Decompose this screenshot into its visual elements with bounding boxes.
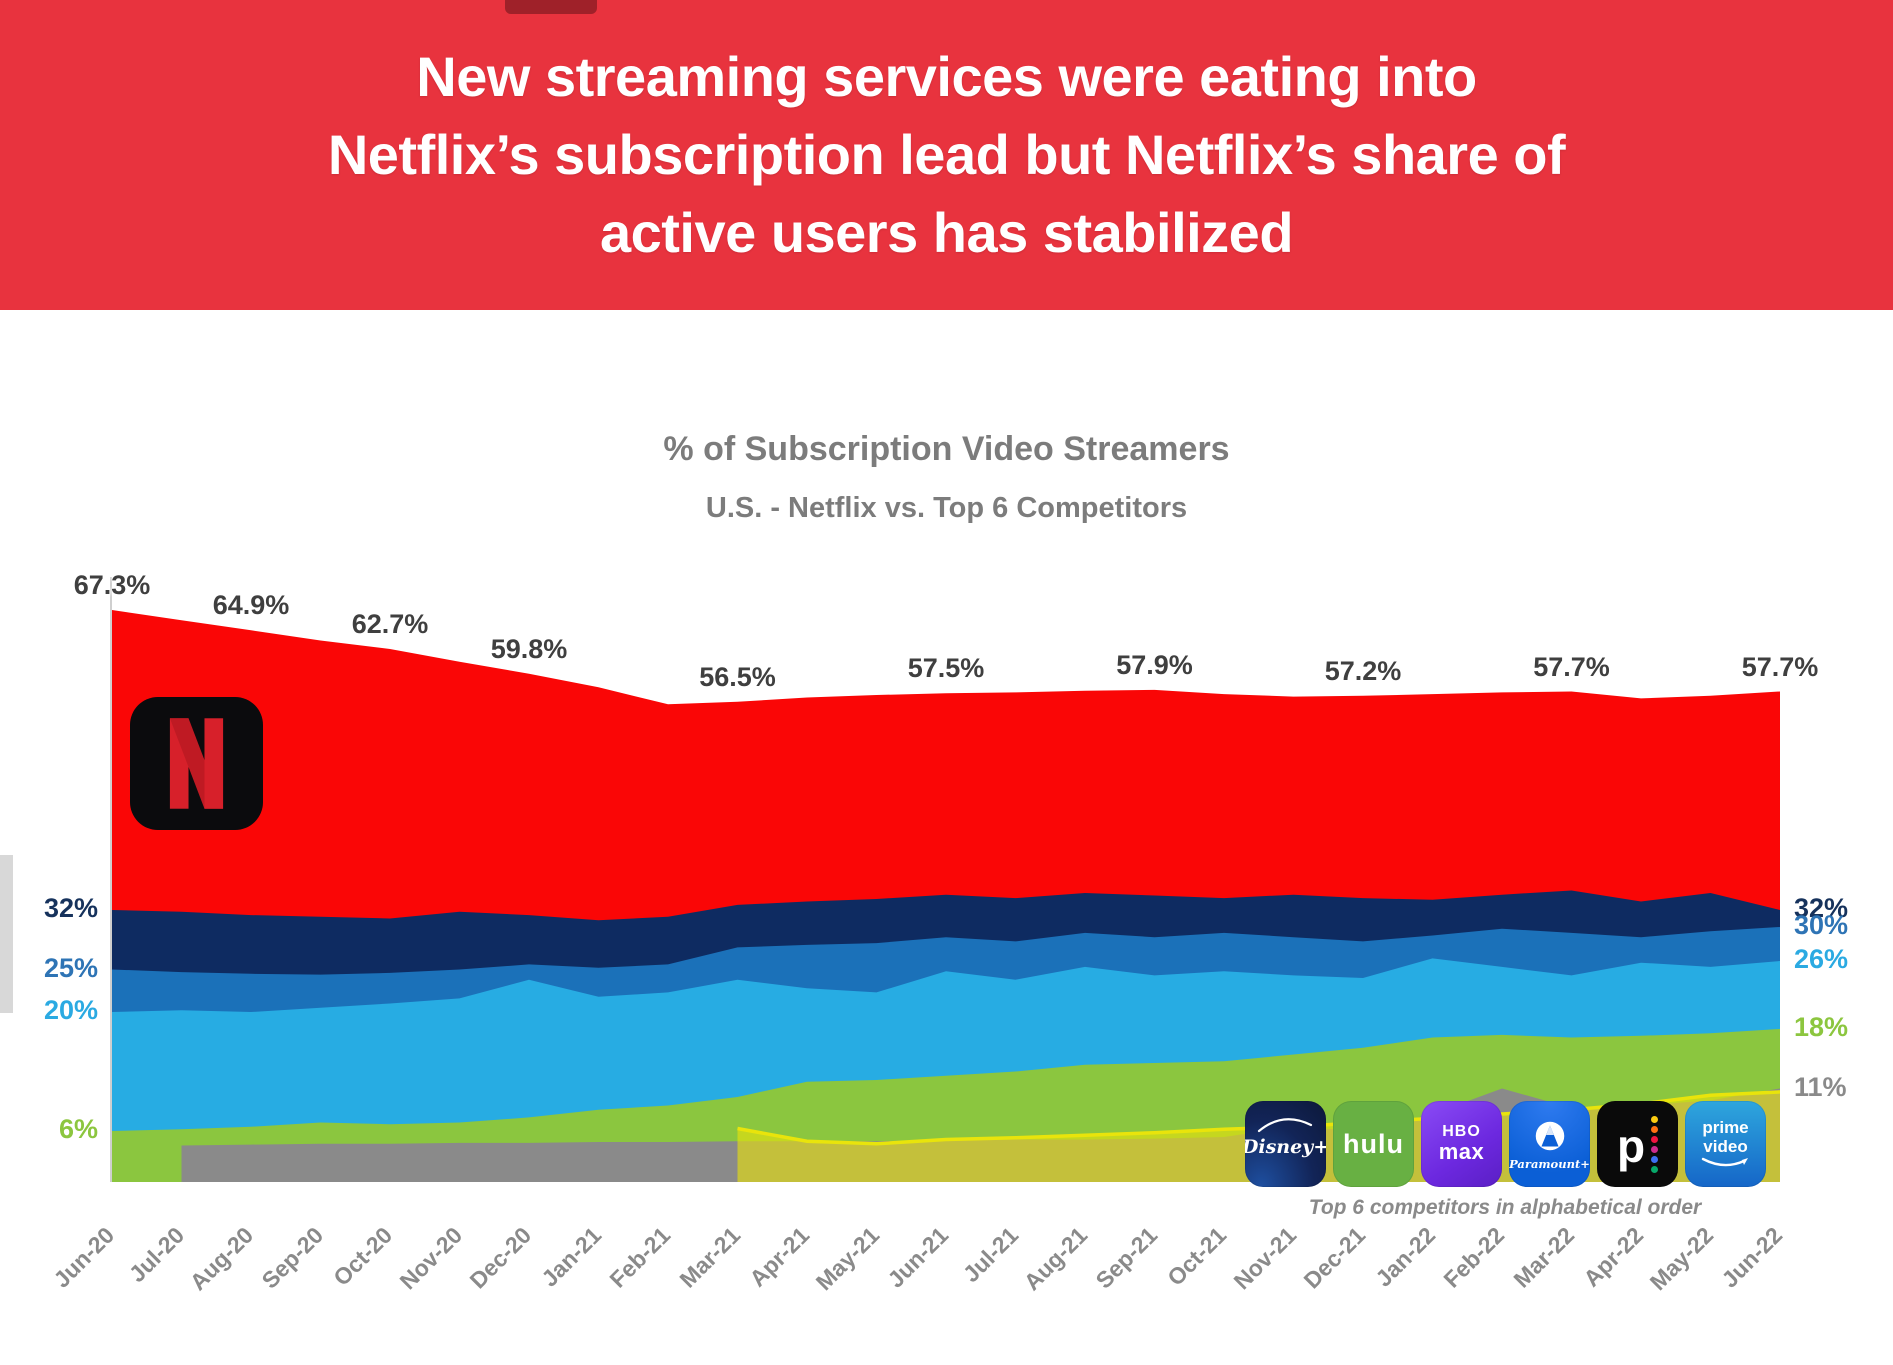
paramount-mountain-icon xyxy=(1535,1121,1564,1151)
peacock-p-wordmark: p xyxy=(1616,1120,1646,1172)
amazon-smile-icon xyxy=(1701,1157,1748,1167)
hbo-max-logo: HBO max xyxy=(1421,1101,1502,1187)
banner-title-line-1: New streaming services were eating into xyxy=(416,45,1477,108)
hulu-wordmark: hulu xyxy=(1343,1128,1404,1159)
netflix-value-label: 57.2% xyxy=(1324,655,1402,686)
netflix-logo xyxy=(130,697,263,830)
peacock-logo: p xyxy=(1597,1101,1678,1187)
disney-plus-wordmark: Disney+ xyxy=(1245,1136,1326,1158)
right-axis-label-30%: 30% xyxy=(1794,910,1849,940)
left-axis-label-25%: 25% xyxy=(43,952,98,983)
header-banner: New streaming services were eating into … xyxy=(0,0,1893,310)
legend-caption: Top 6 competitors in alphabetical order xyxy=(1308,1196,1702,1219)
right-axis-label-26%: 26% xyxy=(1794,944,1849,974)
paramount-plus-logo: Paramount+ xyxy=(1509,1101,1590,1187)
banner-title-line-2: Netflix’s subscription lead but Netflix’… xyxy=(327,123,1566,186)
banner-title-line-3: active users has stabilized xyxy=(599,201,1294,264)
competitor-logos-row: Disney+ hulu HBO max Paramount+ p xyxy=(1245,1101,1767,1187)
prime-wordmark: prime xyxy=(1702,1118,1749,1137)
disney-plus-logo: Disney+ xyxy=(1245,1101,1326,1187)
hbo-wordmark: HBO xyxy=(1442,1123,1481,1140)
netflix-value-label: 67.3% xyxy=(73,569,151,600)
right-axis-label-11%: 11% xyxy=(1794,1071,1847,1102)
netflix-value-label: 64.9% xyxy=(212,590,290,621)
prime-video-logo: prime video xyxy=(1685,1101,1766,1187)
right-axis-label-18%: 18% xyxy=(1794,1012,1849,1042)
netflix-value-label: 57.9% xyxy=(1116,649,1193,680)
left-axis-label-6%: 6% xyxy=(58,1114,98,1144)
video-wordmark: video xyxy=(1703,1137,1748,1156)
netflix-value-label: 57.5% xyxy=(907,653,985,684)
disney-arc-icon xyxy=(1257,1118,1313,1133)
peacock-feather-dots-icon xyxy=(1651,1115,1659,1173)
plot-left-axis-line xyxy=(110,577,112,1182)
netflix-value-label: 59.8% xyxy=(490,633,568,664)
netflix-value-label: 62.7% xyxy=(351,609,429,640)
netflix-value-label: 57.7% xyxy=(1533,651,1610,682)
left-edge-artifact xyxy=(0,855,13,1013)
left-axis-label-32%: 32% xyxy=(43,893,98,923)
chart-subtitle: U.S. - Netflix vs. Top 6 Competitors xyxy=(705,492,1188,524)
banner-smudge-artifact xyxy=(505,0,597,14)
paramount-wordmark: Paramount+ xyxy=(1509,1157,1590,1171)
max-wordmark: max xyxy=(1438,1139,1485,1164)
left-axis-label-20%: 20% xyxy=(43,995,98,1025)
netflix-value-label: 56.5% xyxy=(699,661,776,692)
hulu-logo: hulu xyxy=(1333,1101,1414,1187)
chart-title: % of Subscription Video Streamers xyxy=(663,430,1230,468)
right-axis-label-32%: 32% xyxy=(1794,893,1849,923)
netflix-value-label: 57.7% xyxy=(1741,651,1819,682)
